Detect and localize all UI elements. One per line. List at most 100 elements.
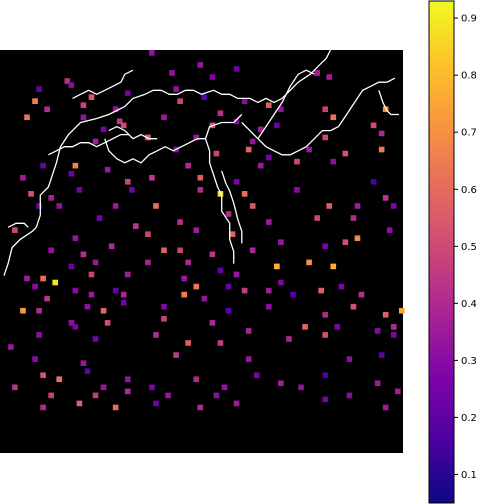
heatmap-cell: [209, 74, 216, 80]
heatmap-cell: [104, 320, 111, 326]
heatmap-cell: [112, 203, 119, 209]
colorbar-tick-label: 0.8: [461, 71, 477, 82]
heatmap-cell: [181, 275, 187, 282]
heatmap-cell: [36, 332, 42, 338]
heatmap-cell: [354, 235, 361, 242]
heatmap-cell: [334, 324, 341, 330]
heatmap-cell: [165, 392, 171, 399]
heatmap-cell: [233, 66, 240, 72]
heatmap-cell: [32, 98, 38, 104]
heatmap-cell: [322, 396, 329, 403]
heatmap-cell: [322, 372, 329, 379]
heatmap-cell: [104, 166, 111, 173]
heatmap-cell: [145, 259, 151, 266]
heatmap-cell: [378, 146, 385, 153]
heatmap-cell: [257, 126, 264, 133]
heatmap-cell: [96, 215, 103, 221]
heatmap-cell: [72, 162, 79, 169]
heatmap-cell: [209, 251, 216, 258]
heatmap-cell: [193, 283, 200, 290]
heatmap-cell: [378, 352, 385, 358]
heatmap-cell: [221, 384, 228, 391]
heatmap-cell: [209, 320, 216, 326]
heatmap-cell: [354, 203, 361, 209]
colorbar-tick-label: 0.1: [461, 470, 477, 481]
heatmap-cell: [217, 267, 224, 274]
heatmap-cell: [128, 187, 135, 193]
contour-line: [337, 77, 396, 127]
heatmap-cell: [386, 227, 393, 233]
contour-line: [204, 138, 235, 264]
heatmap-cell: [342, 239, 349, 246]
heatmap-cell: [278, 279, 284, 286]
heatmap-cell: [193, 376, 200, 383]
heatmap-cell: [298, 384, 304, 391]
colorbar-tick-label: 0.4: [461, 299, 477, 310]
heatmap-cell: [44, 106, 50, 113]
heatmap-cell: [350, 215, 357, 221]
heatmap-cell: [88, 271, 95, 278]
heatmap-cell: [149, 50, 155, 56]
heatmap-cell: [84, 303, 91, 310]
heatmap-cell: [350, 303, 357, 310]
heatmap-cell: [322, 106, 329, 113]
heatmap-cell: [249, 138, 256, 145]
heatmap-cell: [278, 106, 284, 113]
heatmap-cell: [80, 102, 87, 109]
heatmap-cell: [318, 287, 325, 294]
heatmap-cell: [382, 195, 389, 201]
heatmap-cell: [378, 130, 385, 137]
heatmap-cell: [40, 162, 46, 169]
heatmap-cell: [153, 332, 159, 338]
heatmap-cell: [233, 400, 240, 407]
heatmap-cell: [12, 227, 18, 233]
heatmap-cell: [68, 263, 75, 270]
contour-line: [221, 170, 243, 244]
heatmap-cell: [225, 283, 232, 290]
heatmap-cell: [24, 114, 30, 121]
heatmap-cell: [193, 227, 200, 233]
heatmap-cell: [290, 291, 296, 298]
contour-line: [7, 222, 29, 228]
heatmap-cell: [374, 328, 381, 334]
heatmap-cell: [76, 187, 83, 193]
heatmap-cell: [306, 146, 312, 153]
heatmap-cell: [294, 158, 300, 165]
heatmap-cell: [44, 295, 50, 302]
heatmap-cell: [124, 178, 131, 185]
colorbar-tick-label: 0.2: [461, 413, 477, 424]
heatmap-cell: [153, 400, 159, 407]
heatmap-cell: [197, 174, 204, 181]
heatmap-cell: [181, 291, 187, 298]
heatmap-cell: [36, 203, 42, 209]
colorbar-gradient: [428, 0, 455, 504]
heatmap-cell: [394, 388, 401, 395]
heatmap-cell: [330, 263, 337, 270]
heatmap-cell: [80, 114, 87, 121]
contour-line: [48, 133, 129, 156]
heatmap-cell: [197, 404, 204, 411]
heatmap-cell: [8, 344, 14, 350]
heatmap-cell: [68, 320, 75, 326]
heatmap-cell: [92, 392, 99, 399]
heatmap-cell: [76, 400, 83, 407]
heatmap-cell: [390, 332, 397, 338]
heatmap-cell: [346, 356, 353, 362]
heatmap-cell: [390, 324, 397, 330]
heatmap-cell: [161, 303, 167, 310]
heatmap-cell: [108, 243, 115, 250]
heatmap-cell: [245, 356, 252, 362]
heatmap-cell: [233, 118, 240, 125]
heatmap-cell: [390, 203, 397, 209]
heatmap-cell: [124, 90, 131, 96]
heatmap-cell: [153, 203, 159, 209]
heatmap-cell: [88, 291, 95, 298]
contour-line: [108, 125, 158, 140]
heatmap-cell: [84, 368, 91, 375]
heatmap-cell: [201, 94, 208, 100]
plot-area: [0, 50, 403, 453]
heatmap-cell: [12, 384, 18, 391]
heatmap-cell: [241, 98, 248, 104]
